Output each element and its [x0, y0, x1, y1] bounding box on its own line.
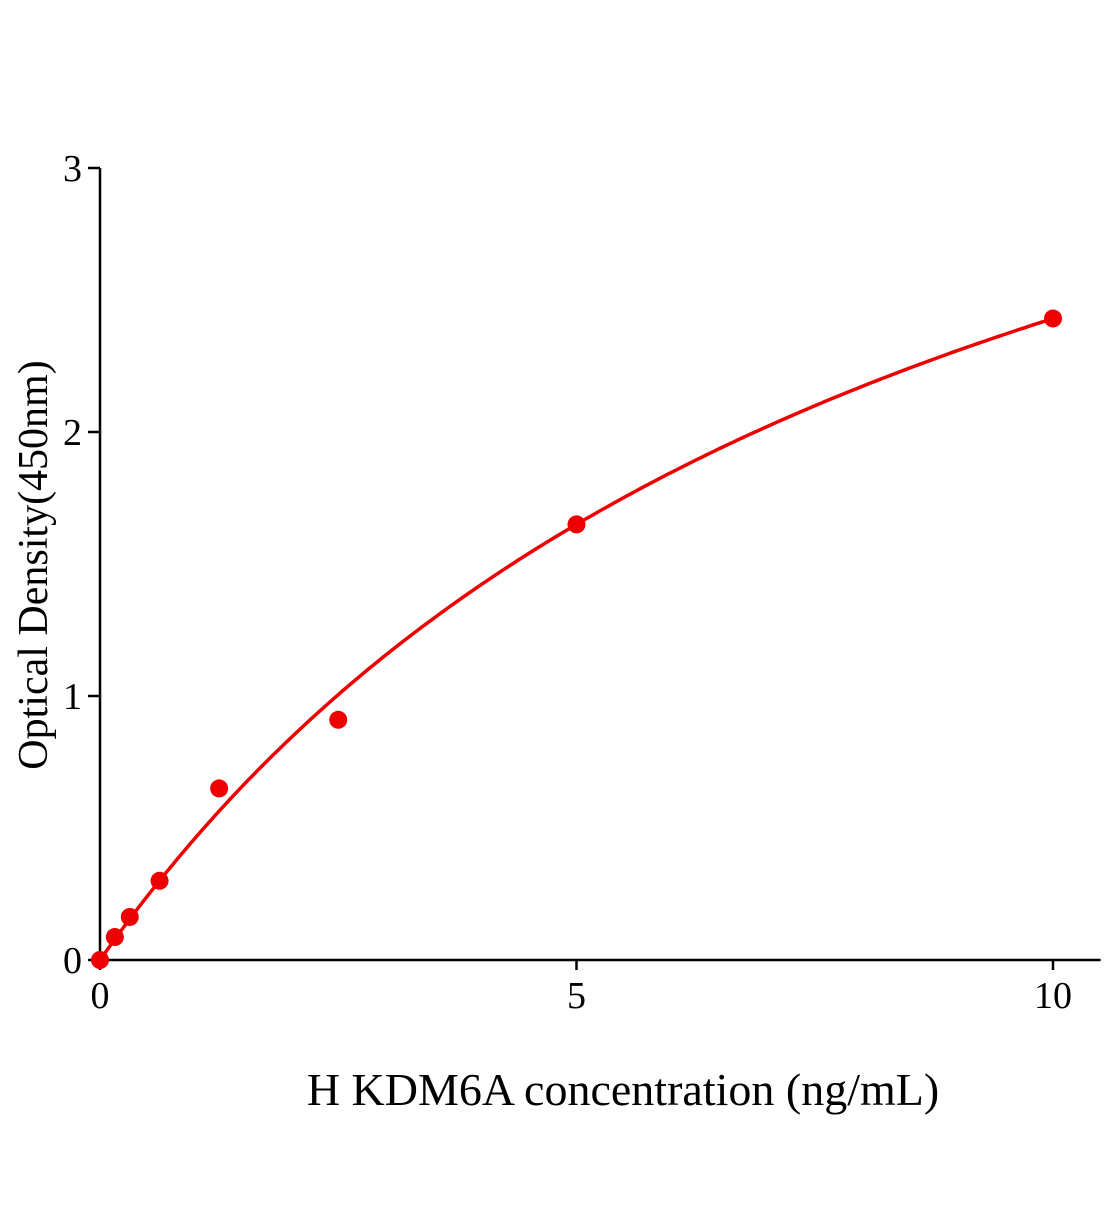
x-axis-label: H KDM6A concentration (ng/mL) [307, 1064, 939, 1115]
data-points [91, 309, 1062, 969]
fit-curve [98, 316, 1054, 962]
data-point [120, 907, 139, 926]
y-tick-label: 0 [63, 940, 82, 982]
data-point [105, 928, 124, 947]
data-point [1044, 309, 1062, 328]
data-point [329, 710, 348, 729]
x-tick-label: 10 [1034, 975, 1072, 1017]
x-tick-label: 5 [567, 975, 586, 1017]
axes: 0 5 10 0 1 2 3 [63, 148, 1101, 1017]
y-tick-label: 2 [63, 412, 82, 454]
x-tick-label: 0 [91, 975, 110, 1017]
y-tick-label: 3 [63, 148, 82, 190]
data-point [567, 515, 586, 534]
data-point [91, 951, 109, 969]
data-point [210, 779, 229, 798]
data-point [150, 871, 169, 890]
y-tick-label: 1 [63, 676, 82, 718]
y-axis-label: Optical Density(450nm) [11, 360, 57, 769]
